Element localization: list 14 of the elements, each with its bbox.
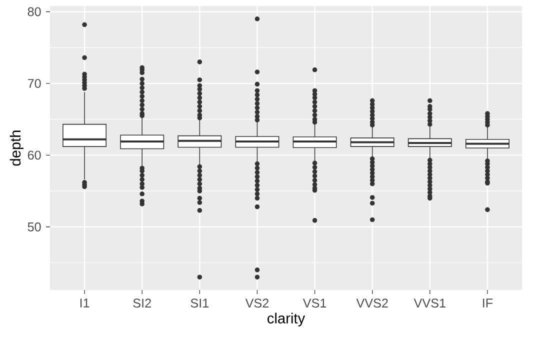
y-tick-label: 50	[28, 222, 41, 232]
x-tick-label: SI2	[133, 298, 151, 308]
x-tick-label: IF	[483, 298, 493, 308]
y-axis-title: depth	[10, 130, 24, 166]
x-axis-title: clarity	[268, 312, 306, 326]
x-tick-label: VS2	[245, 298, 269, 308]
y-tick-label: 80	[28, 7, 41, 16]
x-tick-label: VVS1	[414, 298, 446, 308]
x-tick-label: VVS2	[356, 298, 388, 308]
x-tick-label: SI1	[190, 298, 209, 308]
y-tick-label: 60	[28, 150, 41, 160]
x-tick-label: I1	[80, 298, 90, 308]
y-tick-label: 70	[28, 78, 41, 88]
x-tick-label: VS1	[302, 298, 326, 308]
